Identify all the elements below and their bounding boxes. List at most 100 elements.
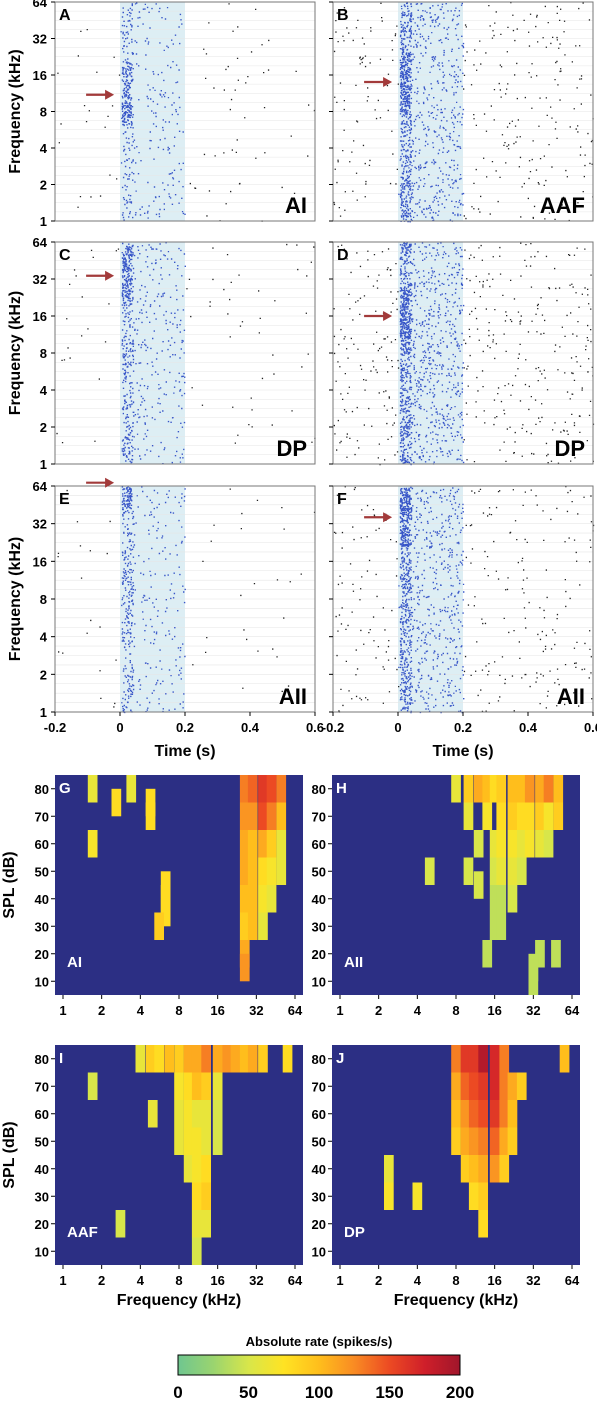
heatmap-cell (478, 1155, 488, 1183)
y-axis-label: SPL (dB) (1, 851, 18, 918)
heatmap-cell (201, 1182, 211, 1210)
y-tick-label: 40 (35, 1162, 49, 1177)
heatmap-cell (473, 871, 484, 899)
y-tick-label: 1 (40, 214, 47, 229)
heatmap-cell (87, 830, 98, 858)
heatmap-cell (247, 1045, 258, 1073)
panel-letter: I (59, 1050, 63, 1067)
heatmap-cell (489, 1072, 500, 1100)
raster-panel-c: C DP 1 2 4 8 16 32 64 Frequency (kHz) (7, 235, 316, 472)
heatmap-cell (154, 912, 164, 940)
heatmap-cell (266, 885, 277, 913)
heatmap-cell (507, 775, 518, 803)
y-tick-label: 16 (33, 554, 47, 569)
heatmap-cell (201, 1045, 211, 1073)
heatmap-cell (191, 1072, 202, 1100)
colorbar: Absolute rate (spikes/s) 0 50 100 150 200 (173, 1334, 474, 1402)
heatmap-cell (507, 1127, 518, 1155)
y-tick-label: 50 (312, 1134, 326, 1149)
heatmap-cell (451, 1100, 461, 1128)
heatmap-cell (212, 1045, 223, 1073)
panel-letter: F (337, 491, 347, 508)
x-tick-label: 0.4 (241, 720, 260, 735)
x-tick-label: 4 (414, 1003, 422, 1018)
y-tick-label: 40 (35, 892, 49, 907)
x-tick-label: 8 (175, 1273, 182, 1288)
heatmap-cell (183, 1072, 194, 1100)
heatmap-cell (239, 857, 250, 885)
heatmap-cell (258, 830, 268, 858)
heatmap-cell (201, 1210, 211, 1238)
heatmap-cell (451, 1127, 461, 1155)
heatmap-cell (489, 830, 500, 858)
y-tick-label: 30 (35, 919, 49, 934)
heatmap-cell (191, 1237, 202, 1265)
heatmap-cell (460, 1072, 471, 1100)
y-tick-label: 10 (312, 1244, 326, 1259)
heatmap-cell (201, 1127, 211, 1155)
heatmap-cell (247, 830, 258, 858)
arrowhead-icon (383, 77, 393, 88)
x-axis-label: Time (s) (432, 743, 493, 760)
heatmap-cell (424, 857, 435, 885)
panel-letter: D (337, 247, 349, 264)
x-tick-label: 64 (288, 1273, 303, 1288)
colorbar-tick-label: 150 (375, 1383, 403, 1402)
y-tick-label: 32 (33, 517, 47, 532)
panel-letter: E (59, 491, 70, 508)
heatmap-cell (489, 1127, 500, 1155)
heatmap-cell (111, 788, 122, 817)
heatmap-cell (160, 885, 171, 913)
heatmap-cell (222, 1045, 233, 1073)
y-tick-label: 4 (40, 383, 48, 398)
colorbar-title: Absolute rate (spikes/s) (246, 1334, 393, 1349)
heatmap-cell (135, 1045, 146, 1073)
area-label: AAF (67, 1224, 98, 1241)
heatmap-cell (478, 1072, 488, 1100)
heatmap-cell (516, 857, 527, 885)
x-tick-label: 2 (98, 1273, 105, 1288)
heatmap-cell (239, 953, 250, 982)
panel-letter: H (336, 780, 347, 797)
heatmap-cell (266, 830, 277, 858)
heatmap-cell (535, 940, 545, 968)
heatmap-cell (147, 1100, 158, 1128)
heatmap-cell (499, 1072, 510, 1100)
y-tick-label: 4 (40, 141, 48, 156)
heatmap-cell (463, 802, 474, 830)
y-tick-label: 20 (35, 947, 49, 962)
x-tick-label: 4 (137, 1003, 145, 1018)
panel-letter: A (59, 7, 71, 24)
y-tick-label: 8 (40, 346, 47, 361)
heatmap-cell (276, 857, 287, 885)
y-tick-label: 32 (33, 32, 47, 47)
heatmap-cell (489, 775, 500, 803)
x-tick-label: 8 (175, 1003, 182, 1018)
y-tick-label: 40 (312, 1162, 326, 1177)
heatmap-cell (516, 830, 527, 858)
heatmap-cell (473, 830, 484, 858)
heatmap-cell (468, 1045, 479, 1073)
x-tick-label: 4 (414, 1273, 422, 1288)
heatmap-cell (239, 885, 250, 913)
heatmap-cell (496, 830, 507, 858)
heatmap-cell (489, 857, 500, 885)
y-tick-label: 80 (35, 782, 49, 797)
heatmap-cell (282, 1045, 293, 1073)
heatmap-cell (478, 1127, 488, 1155)
x-tick-label: 32 (249, 1003, 263, 1018)
y-tick-label: 50 (312, 864, 326, 879)
heatmap-cell (191, 1182, 202, 1210)
area-label: AAF (540, 193, 585, 218)
y-tick-label: 70 (312, 809, 326, 824)
heatmap-cell (239, 775, 250, 803)
heatmap-cell (507, 830, 518, 858)
x-tick-label: 64 (288, 1003, 303, 1018)
raster-panel-d: D DP (329, 241, 595, 466)
heatmap-cell (384, 1182, 394, 1210)
x-tick-label: 0.6 (306, 720, 324, 735)
colorbar-tick-label: 0 (173, 1383, 182, 1402)
x-axis-label: Time (s) (154, 743, 215, 760)
heatmap-cell (258, 775, 268, 803)
area-label: AI (67, 954, 82, 971)
